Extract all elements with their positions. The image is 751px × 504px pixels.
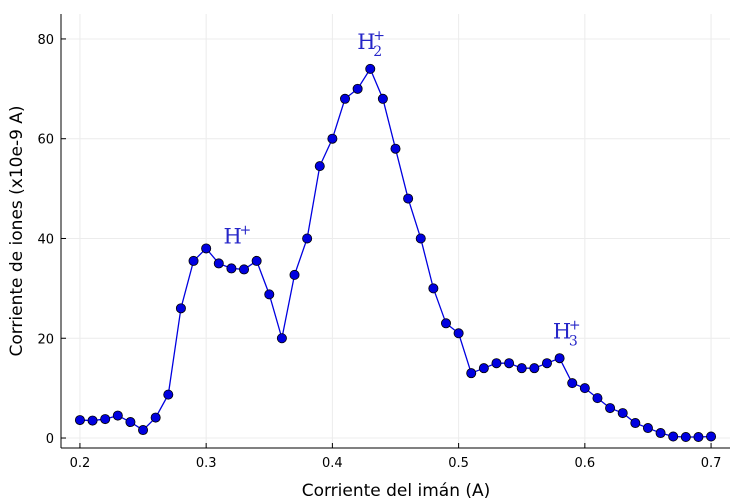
data-point [579, 383, 590, 394]
peak-annotation: H+2 [357, 28, 385, 60]
data-point [276, 333, 287, 344]
data-point [201, 243, 212, 254]
data-point [453, 328, 464, 339]
grid [61, 14, 730, 448]
x-tick-label: 0.7 [701, 456, 722, 471]
data-point [478, 363, 489, 374]
data-point [415, 233, 426, 244]
data-point [440, 318, 451, 329]
y-tick-label: 40 [37, 232, 54, 247]
annotation-subscript: 3 [569, 333, 578, 349]
data-point [112, 410, 123, 421]
data-point [150, 412, 161, 423]
data-point [605, 403, 616, 414]
data-point [100, 414, 111, 425]
data-point [403, 193, 414, 204]
data-point [327, 133, 338, 144]
annotations: H+H+2H+3 [223, 28, 580, 349]
annotation-subscript: 2 [373, 44, 382, 60]
annotation-superscript: + [569, 317, 581, 333]
data-point [226, 263, 237, 274]
data-point [592, 393, 603, 404]
data-point [340, 93, 351, 104]
peak-annotation: H+ [223, 222, 251, 248]
annotation-superscript: + [373, 28, 385, 44]
data-point [516, 363, 527, 374]
data-point [630, 418, 641, 429]
data-point [125, 417, 136, 428]
data-point [239, 264, 250, 275]
x-tick-label: 0.4 [322, 456, 343, 471]
data-point [365, 63, 376, 74]
data-point [529, 363, 540, 374]
data-point [617, 408, 628, 419]
data-point [188, 255, 199, 266]
y-tick-label: 60 [37, 133, 54, 148]
data-point [668, 431, 679, 442]
annotation-base: H [553, 319, 571, 343]
data-point [642, 423, 653, 434]
x-axis-label: Corriente del imán (A) [302, 481, 491, 501]
data-point [314, 161, 325, 172]
data-point [554, 353, 565, 364]
data-point [213, 258, 224, 269]
data-point [352, 83, 363, 94]
y-tick-label: 80 [37, 33, 54, 48]
data-point [138, 425, 149, 436]
data-point [680, 432, 691, 443]
data-point [504, 358, 515, 369]
x-tick-label: 0.3 [196, 456, 217, 471]
data-point [163, 389, 174, 400]
data-point [428, 283, 439, 294]
annotation-base: H [223, 224, 241, 248]
x-tick-label: 0.6 [574, 456, 595, 471]
y-axis-label: Corriente de iones (x10e-9 A) [7, 105, 27, 356]
peak-annotation: H+3 [553, 317, 581, 349]
y-tick-label: 20 [37, 332, 54, 347]
data-point [390, 143, 401, 154]
data-point [302, 233, 313, 244]
data-point [706, 431, 717, 442]
data-point [693, 432, 704, 443]
data-point [87, 415, 98, 426]
x-tick-label: 0.2 [70, 456, 91, 471]
axes [60, 14, 730, 449]
data-point [251, 255, 262, 266]
y-tick-label: 0 [46, 432, 54, 447]
data-point [541, 358, 552, 369]
data-point [175, 303, 186, 314]
y-ticks: 0 20 40 60 80 [37, 33, 66, 447]
annotation-base: H [357, 30, 375, 54]
x-ticks: 0.2 0.3 0.4 0.5 0.6 0.7 [70, 443, 722, 471]
annotation-superscript: + [239, 222, 251, 238]
data-point [491, 358, 502, 369]
data-point [377, 93, 388, 104]
series-group [74, 63, 717, 443]
data-point [264, 289, 275, 300]
data-point [567, 378, 578, 389]
data-point [74, 415, 85, 426]
x-tick-label: 0.5 [448, 456, 469, 471]
data-point [289, 269, 300, 280]
data-point [655, 428, 666, 439]
data-point [466, 368, 477, 379]
